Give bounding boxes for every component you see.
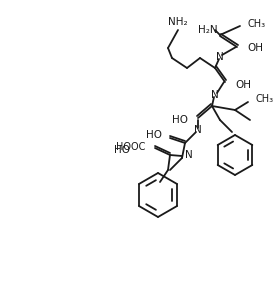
- Text: H₂N: H₂N: [198, 25, 218, 35]
- Text: CH₃: CH₃: [248, 19, 266, 29]
- Text: OH: OH: [247, 43, 263, 53]
- Text: N: N: [194, 125, 202, 135]
- Text: NH₂: NH₂: [168, 17, 188, 27]
- Text: N: N: [216, 52, 224, 62]
- Text: CH₃: CH₃: [255, 94, 273, 104]
- Text: HO: HO: [114, 145, 130, 155]
- Text: HOOC: HOOC: [116, 142, 145, 152]
- Text: N: N: [211, 90, 219, 100]
- Text: OH: OH: [235, 80, 251, 90]
- Text: HO: HO: [172, 115, 188, 125]
- Text: N: N: [185, 150, 193, 160]
- Text: HO: HO: [146, 130, 162, 140]
